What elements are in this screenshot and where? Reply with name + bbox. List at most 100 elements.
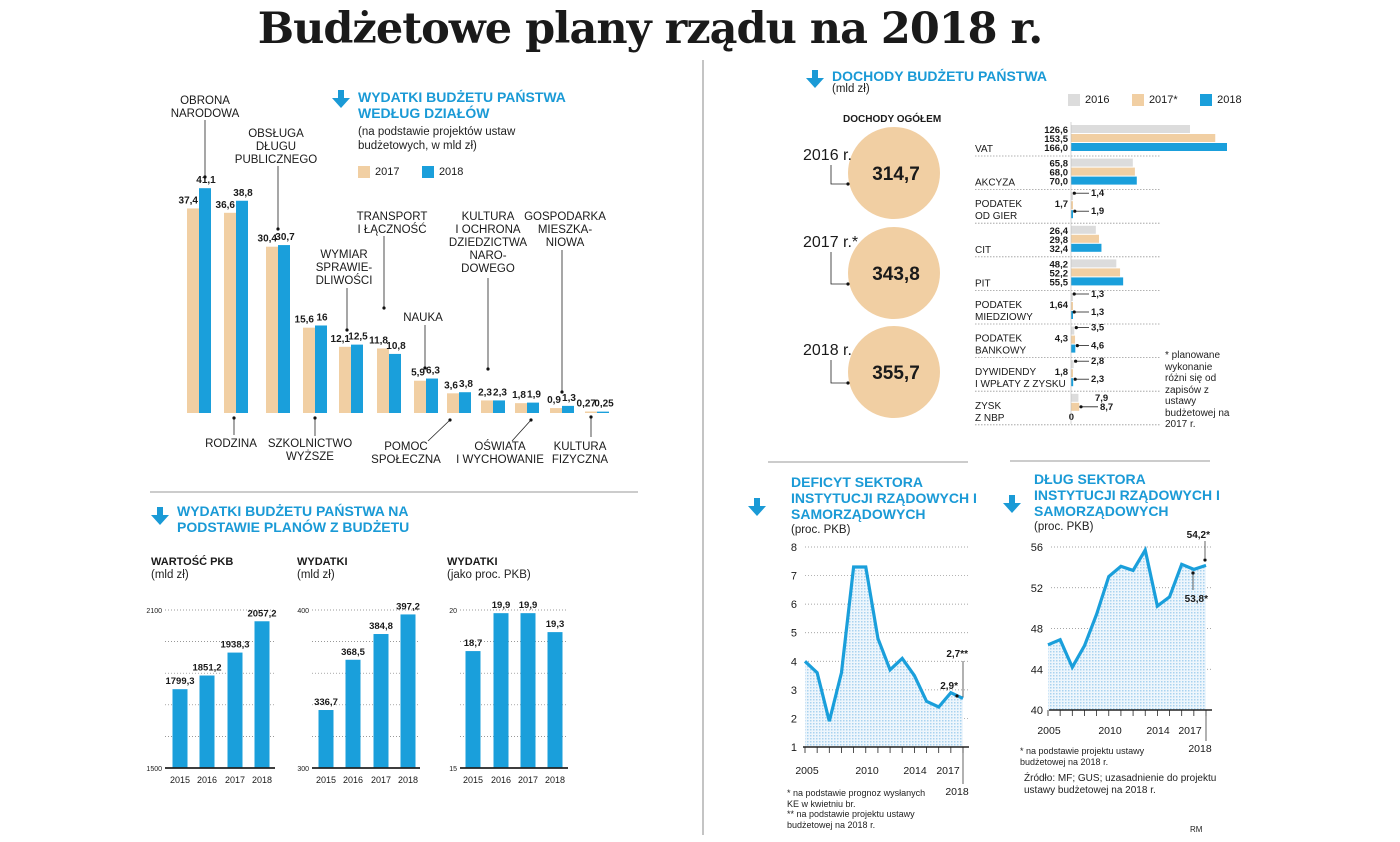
bar-2017	[481, 400, 493, 413]
legend-2017: 2017*	[1131, 94, 1178, 107]
revenue-value-label: 1,4	[1091, 188, 1105, 199]
leader-dot	[1203, 558, 1207, 562]
revenue-value-label: 4,3	[1055, 334, 1068, 345]
category-label: I WYCHOWANIE	[456, 454, 544, 466]
revenue-value-label: 52,2	[1050, 268, 1069, 279]
revenue-source-label: PIT	[975, 278, 991, 289]
revenue-total-circle	[848, 326, 940, 418]
revenue-value-label: 1,64	[1050, 300, 1069, 311]
revenue-source-label: AKCYZA	[975, 178, 1015, 189]
x-tick-label: 2010	[1098, 725, 1122, 737]
bar-2017	[224, 212, 236, 413]
legend-label: 2018	[1217, 94, 1242, 106]
y-tick-label: 52	[1031, 583, 1043, 595]
legend-label: 2017*	[1148, 94, 1178, 106]
annotation-label: 2,7**	[946, 649, 968, 660]
leader-dot	[203, 175, 207, 179]
x-tick-label: 2005	[795, 765, 819, 777]
arrow-down-icon	[151, 507, 169, 525]
bar	[400, 614, 416, 768]
value-label: 1938,3	[220, 640, 249, 651]
x-tick-label: 2017	[936, 765, 960, 777]
debt-title: DŁUG SEKTORA INSTYTUCJI RZĄDOWYCH I SAMO…	[1034, 471, 1220, 519]
value-label-2017: 37,4	[179, 195, 199, 206]
leader-dot	[276, 227, 280, 231]
y-tick-label: 6	[791, 599, 797, 611]
value-label-2018: 1,3	[562, 393, 576, 404]
legend-2016: 2016	[1068, 94, 1109, 107]
revenue-value-label: 3,5	[1091, 323, 1105, 334]
value-label-2018: 0,25	[594, 399, 614, 410]
revenue-source-label: OD GIER	[975, 211, 1017, 222]
category-label: OBRONA	[180, 95, 230, 107]
category-label: SPOŁECZNA	[371, 454, 441, 466]
bar-2017	[550, 408, 562, 413]
revenue-bar-2016	[1071, 326, 1075, 335]
revenue-bar-2016	[1071, 225, 1096, 234]
revenue-total-value: 314,7	[872, 164, 920, 185]
bar	[199, 675, 215, 768]
value-label-2017: 2,3	[478, 387, 492, 398]
leader-dot	[1075, 344, 1079, 348]
bar-2018	[315, 325, 327, 413]
revenue-bar-2018	[1071, 210, 1073, 219]
revenue-total-circle	[848, 127, 940, 219]
bar-2017	[339, 346, 351, 413]
category-label: I OCHRONA	[455, 224, 521, 236]
category-label: OBSŁUGA	[248, 128, 304, 140]
x-tick-label: 2010	[855, 765, 879, 777]
value-label: 2057,2	[247, 608, 276, 619]
leader-line	[830, 252, 848, 285]
revenue-total-value: 355,7	[872, 363, 920, 384]
spending-by-section-title: WYDATKI BUDŻETU PAŃSTWA WEDŁUG DZIAŁÓW	[358, 89, 566, 121]
category-label: DŁUGU	[256, 141, 296, 153]
leader-dot	[955, 694, 959, 698]
arrow-down-icon	[332, 90, 350, 108]
x-tick-label: 2018	[252, 775, 272, 785]
x-tick-label: 2017	[1178, 725, 1202, 737]
bar	[345, 659, 361, 768]
revenue-value-label: 1,8	[1055, 367, 1068, 378]
revenue-value-label: 166,0	[1044, 143, 1068, 154]
value-label-2017: 11,8	[369, 335, 388, 346]
value-label-2017: 1,8	[512, 390, 526, 401]
category-label: FIZYCZNA	[552, 454, 609, 466]
y-tick-label: 15	[449, 766, 457, 773]
revenue-total-value: 343,8	[872, 264, 920, 285]
revenue-value-label: 65,8	[1050, 159, 1069, 170]
spending-unit: (mld zł)	[297, 569, 335, 581]
revenue-value-label: 1,9	[1091, 206, 1104, 217]
revenue-bar-2016	[1071, 158, 1133, 167]
category-label: SPRAWIE-	[316, 262, 373, 274]
revenue-value-label: 32,4	[1050, 244, 1069, 255]
revenue-bar-2016	[1071, 360, 1074, 369]
value-label-2018: 2,3	[493, 387, 507, 398]
deficit-unit: (proc. PKB)	[791, 524, 851, 536]
revenue-value-label: 153,5	[1044, 134, 1068, 145]
bar	[254, 621, 270, 768]
category-label: DZIEDZICTWA	[449, 237, 527, 249]
leader-dot	[382, 306, 386, 310]
arrow-down-icon	[806, 70, 824, 88]
revenue-value-label: 1,3	[1091, 289, 1104, 300]
series-line	[1047, 545, 1207, 671]
category-label: TRANSPORT	[357, 211, 428, 223]
spending-by-section-subtitle: (na podstawie projektów ustaw budżetowyc…	[358, 126, 516, 152]
debt-unit: (proc. PKB)	[1034, 521, 1094, 533]
category-label: KULTURA	[462, 211, 515, 223]
x-tick-label: 2016	[343, 775, 363, 785]
revenue-bar-2017	[1071, 402, 1080, 411]
series-line	[803, 565, 964, 722]
x-tick-label: 2017	[225, 775, 245, 785]
legend-label: 2017	[375, 166, 400, 178]
bar-2017	[414, 380, 426, 413]
revenue-bar-2016	[1071, 259, 1117, 268]
legend-swatch	[1068, 94, 1080, 107]
legend-swatch	[421, 166, 434, 179]
revenue-year-label: 2016 r.	[803, 147, 852, 164]
bar-2017	[585, 411, 597, 413]
spending-title: WYDATKI	[297, 556, 348, 568]
legend-swatch	[358, 166, 370, 179]
value-label-2018: 41,1	[196, 175, 216, 186]
revenue-value-label: 7,9	[1095, 393, 1108, 404]
